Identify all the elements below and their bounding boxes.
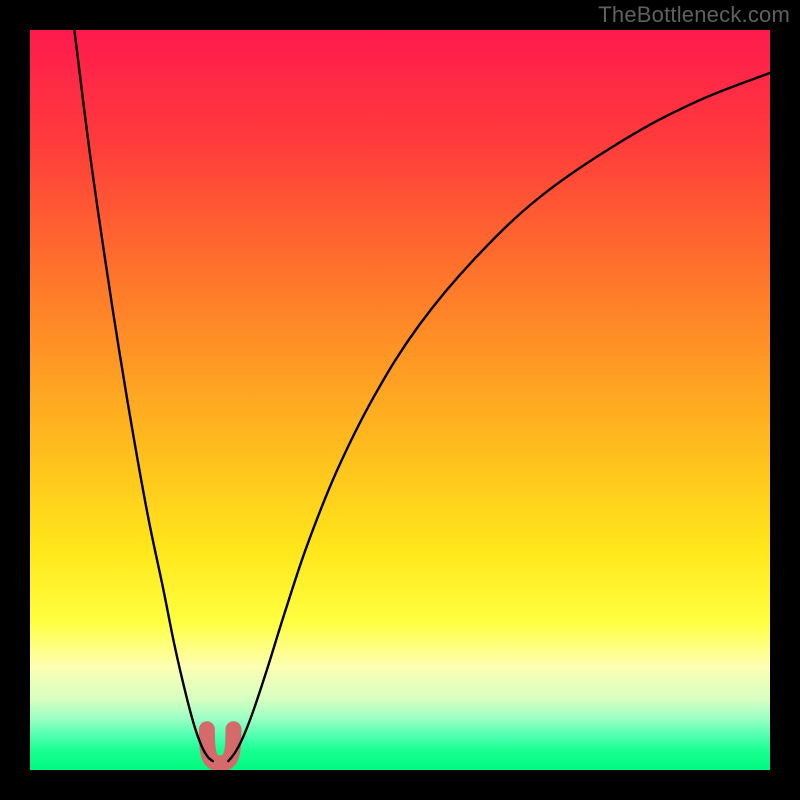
gradient-background xyxy=(30,30,770,770)
chart-frame: TheBottleneck.com xyxy=(0,0,800,800)
bottleneck-chart xyxy=(30,30,770,770)
watermark-text: TheBottleneck.com xyxy=(598,2,790,28)
plot-area xyxy=(30,30,770,770)
